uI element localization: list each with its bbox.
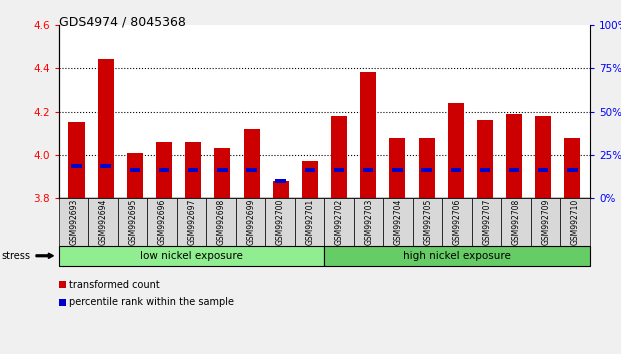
Text: transformed count: transformed count [69, 280, 160, 290]
Bar [101, 164, 111, 168]
Bar [156, 142, 172, 198]
Bar [567, 168, 578, 172]
Bar [214, 148, 230, 198]
Bar [477, 120, 493, 198]
Bar [217, 168, 227, 172]
Bar [188, 168, 198, 172]
Bar [305, 168, 315, 172]
Text: GSM992706: GSM992706 [453, 199, 461, 245]
Bar [419, 137, 435, 198]
Text: GSM992699: GSM992699 [247, 199, 255, 245]
Bar [334, 168, 344, 172]
Bar [302, 161, 318, 198]
Bar [538, 168, 548, 172]
Text: GSM992694: GSM992694 [99, 199, 107, 245]
Bar [422, 168, 432, 172]
Bar [564, 137, 581, 198]
Text: GSM992696: GSM992696 [158, 199, 166, 245]
Bar [276, 179, 286, 183]
Bar [479, 168, 490, 172]
Bar [389, 137, 406, 198]
Bar [331, 116, 347, 198]
Bar [360, 73, 376, 198]
Bar [448, 103, 464, 198]
Text: percentile rank within the sample: percentile rank within the sample [69, 297, 234, 307]
Bar [130, 168, 140, 172]
Bar [535, 116, 551, 198]
Text: high nickel exposure: high nickel exposure [403, 251, 511, 261]
Bar [243, 129, 260, 198]
Bar [68, 122, 84, 198]
Text: GSM992709: GSM992709 [542, 199, 550, 245]
Text: GSM992703: GSM992703 [365, 199, 373, 245]
Bar [185, 142, 201, 198]
Bar [71, 164, 82, 168]
Text: GSM992704: GSM992704 [394, 199, 402, 245]
Bar [509, 168, 519, 172]
Text: GSM992702: GSM992702 [335, 199, 343, 245]
Text: stress: stress [2, 251, 31, 261]
Text: GSM992700: GSM992700 [276, 199, 284, 245]
Text: GSM992708: GSM992708 [512, 199, 520, 245]
Text: GSM992707: GSM992707 [483, 199, 491, 245]
Text: GSM992697: GSM992697 [188, 199, 196, 245]
Bar [247, 168, 256, 172]
Text: GDS4974 / 8045368: GDS4974 / 8045368 [59, 16, 186, 29]
Bar [159, 168, 170, 172]
Bar [392, 168, 402, 172]
Text: GSM992710: GSM992710 [571, 199, 579, 245]
Bar [451, 168, 461, 172]
Text: GSM992705: GSM992705 [424, 199, 432, 245]
Bar [506, 114, 522, 198]
Bar [273, 181, 289, 198]
Text: low nickel exposure: low nickel exposure [140, 251, 243, 261]
Text: GSM992693: GSM992693 [70, 199, 78, 245]
Text: GSM992695: GSM992695 [129, 199, 137, 245]
Bar [363, 168, 373, 172]
Bar [97, 59, 114, 198]
Text: GSM992698: GSM992698 [217, 199, 225, 245]
Text: GSM992701: GSM992701 [306, 199, 314, 245]
Bar [127, 153, 143, 198]
